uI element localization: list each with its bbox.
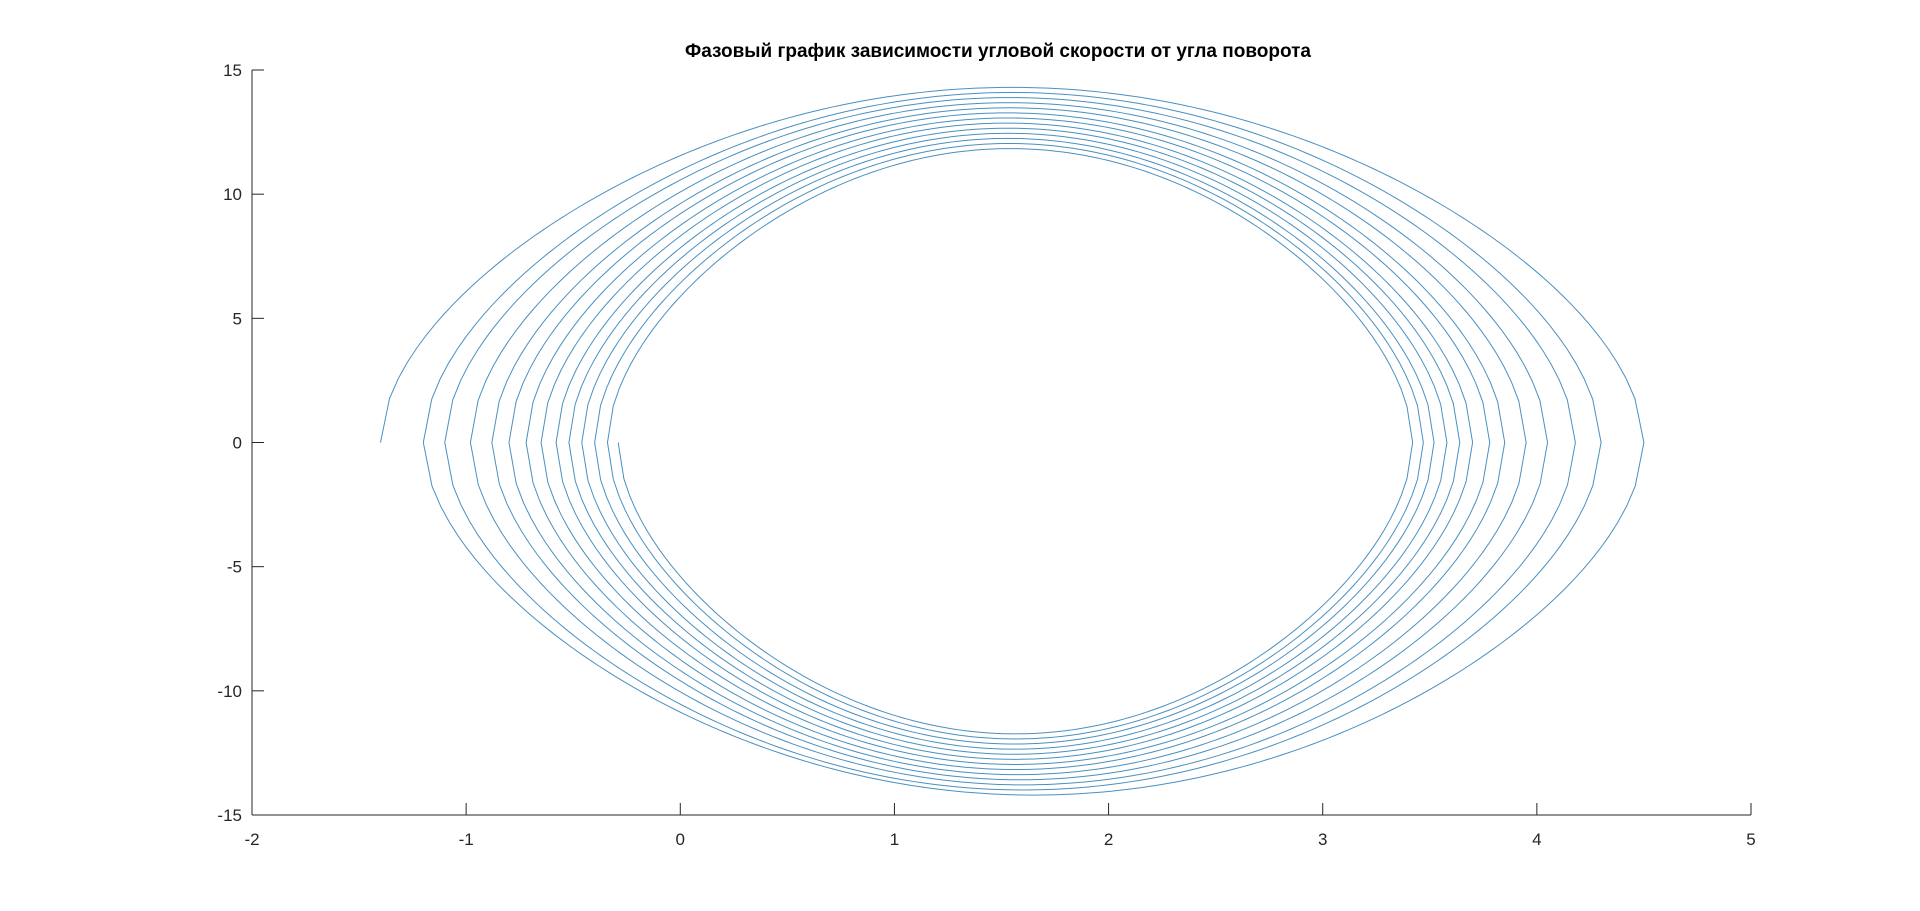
x-tick-label: 2 <box>1104 830 1113 849</box>
series-trajectory <box>380 86 1645 796</box>
y-tick-label: -15 <box>217 806 242 825</box>
y-tick-label: -5 <box>227 558 242 577</box>
x-tick-label: 3 <box>1318 830 1327 849</box>
y-tick-label: -10 <box>217 682 242 701</box>
x-tick-label: -1 <box>459 830 474 849</box>
x-tick-label: 0 <box>676 830 685 849</box>
x-tick-label: 1 <box>890 830 899 849</box>
chart-title: Фазовый график зависимости угловой скоро… <box>684 41 1312 62</box>
x-tick-label: 4 <box>1532 830 1541 849</box>
x-tick-label: 5 <box>1746 830 1755 849</box>
y-tick-label: 0 <box>233 434 242 453</box>
y-tick-label: 10 <box>223 185 242 204</box>
y-tick-label: 15 <box>223 61 242 80</box>
y-tick-label: 5 <box>233 309 242 328</box>
trajectory-line <box>380 86 1645 796</box>
x-tick-label: -2 <box>244 830 259 849</box>
